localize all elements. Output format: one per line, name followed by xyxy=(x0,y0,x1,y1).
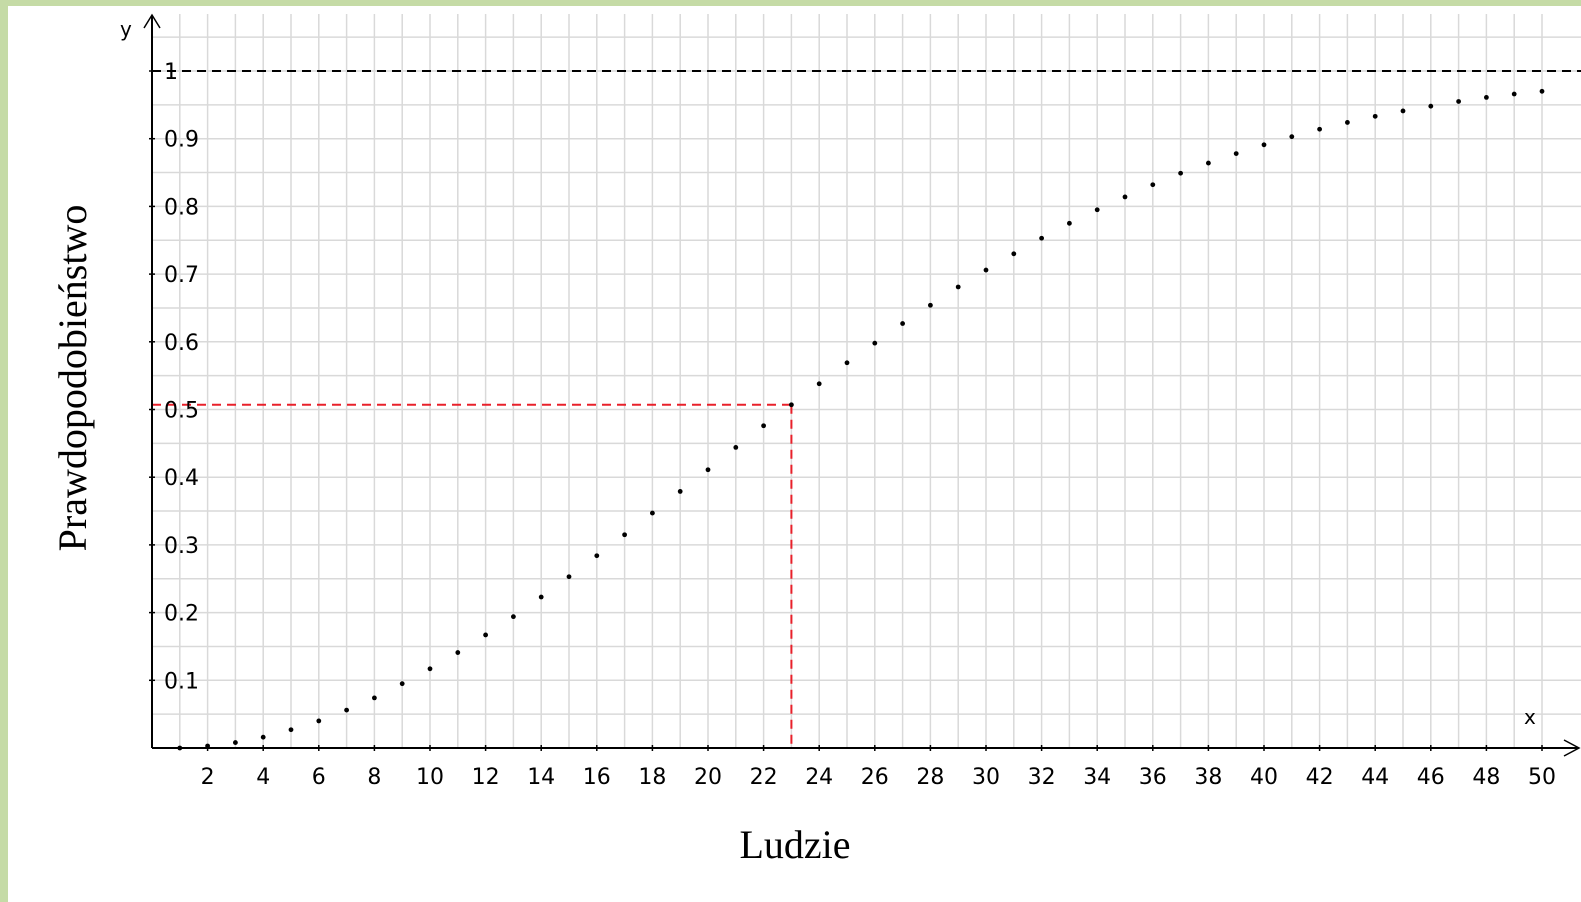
data-point xyxy=(1039,235,1044,241)
data-point xyxy=(983,267,989,273)
x-axis-arrow xyxy=(1563,739,1581,757)
x-tick-label: 28 xyxy=(916,765,944,790)
data-point xyxy=(677,489,683,494)
y-tick-label: 0.4 xyxy=(164,466,199,491)
data-point xyxy=(1372,113,1378,119)
y-tick-label: 0.6 xyxy=(164,331,199,356)
data-point xyxy=(761,423,766,429)
y-tick-label: 0.5 xyxy=(164,399,199,424)
data-point xyxy=(427,666,433,672)
axes xyxy=(143,13,1581,757)
x-tick-label: 40 xyxy=(1250,765,1278,790)
x-tick-label: 22 xyxy=(750,765,778,790)
data-point xyxy=(1206,160,1211,166)
data-point xyxy=(1067,220,1072,226)
data-point xyxy=(399,681,405,687)
data-point xyxy=(372,695,377,701)
x-tick-label: 2 xyxy=(201,765,215,790)
data-point xyxy=(538,594,544,600)
probability-chart: 2 4 6 8 10 12 14 16 18 20 22 24 26 28 30 32 34 36 38 40 42 44… xyxy=(50,13,1581,867)
x-tick-label: 26 xyxy=(861,765,889,790)
data-point xyxy=(872,340,878,346)
y-tick-label: 0.7 xyxy=(164,263,199,288)
x-axis-letter: x xyxy=(1524,705,1536,729)
data-point xyxy=(1094,207,1100,213)
data-point xyxy=(455,650,461,655)
x-tick-label: 20 xyxy=(694,765,722,790)
data-point xyxy=(1150,182,1156,188)
y-tick-label: 0.9 xyxy=(164,128,199,153)
data-point xyxy=(928,302,933,308)
data-point xyxy=(1178,170,1183,176)
data-point xyxy=(1456,99,1461,104)
data-point xyxy=(594,553,600,559)
data-point xyxy=(622,532,627,538)
data-point xyxy=(233,740,238,745)
x-tick-label: 42 xyxy=(1306,765,1334,790)
x-tick-label: 36 xyxy=(1139,765,1167,790)
data-point xyxy=(650,510,655,516)
data-point xyxy=(1233,151,1239,156)
data-point xyxy=(1317,126,1322,132)
x-tick-label: 38 xyxy=(1194,765,1222,790)
data-point xyxy=(1261,142,1267,148)
data-point xyxy=(511,614,516,620)
data-point xyxy=(816,381,822,387)
data-point xyxy=(260,734,266,740)
x-tick-label: 18 xyxy=(638,765,666,790)
data-point xyxy=(844,360,850,366)
y-axis-letter: y xyxy=(120,17,132,41)
data-point xyxy=(344,707,349,713)
x-tick-label: 30 xyxy=(972,765,1000,790)
x-tick-label: 46 xyxy=(1417,765,1445,790)
y-tick-label: 1 xyxy=(164,60,178,85)
y-axis-title: Prawdopodobieństwo xyxy=(50,205,95,552)
data-point xyxy=(1345,120,1350,125)
data-point xyxy=(566,574,572,580)
data-point xyxy=(1400,108,1406,114)
data-point xyxy=(705,467,711,473)
x-tick-label: 8 xyxy=(367,765,381,790)
data-point xyxy=(900,321,905,326)
data-point xyxy=(733,445,739,450)
x-tick-label: 24 xyxy=(805,765,833,790)
data-point xyxy=(1428,103,1434,109)
y-axis-arrow xyxy=(143,13,161,29)
data-points xyxy=(177,88,1545,751)
x-tick-label: 6 xyxy=(312,765,326,790)
x-tick-label: 14 xyxy=(527,765,555,790)
grid xyxy=(152,14,1581,748)
x-tick-labels: 2 4 6 8 10 12 14 16 18 20 22 24 26 28 30 32 34 36 38 40 42 44… xyxy=(201,765,1556,790)
data-point xyxy=(955,284,961,290)
data-point xyxy=(1484,95,1489,100)
y-tick-label: 0.8 xyxy=(164,195,199,220)
x-tick-label: 48 xyxy=(1472,765,1500,790)
data-point xyxy=(288,727,294,733)
x-tick-label: 12 xyxy=(472,765,500,790)
y-tick-labels: 0.1 0.2 0.3 0.4 0.5 0.6 0.7 0.8 0.9 1 xyxy=(164,60,199,694)
data-point xyxy=(177,745,183,751)
x-tick-label: 34 xyxy=(1083,765,1111,790)
data-point xyxy=(1289,134,1295,140)
x-tick-label: 50 xyxy=(1528,765,1556,790)
x-tick-label: 10 xyxy=(416,765,444,790)
chart-frame: 2 4 6 8 10 12 14 16 18 20 22 24 26 28 30 32 34 36 38 40 42 44… xyxy=(8,6,1581,902)
data-point xyxy=(789,402,794,408)
data-point xyxy=(1122,194,1128,200)
highlight-group xyxy=(152,403,793,748)
data-point xyxy=(1539,88,1545,94)
data-point xyxy=(1011,251,1017,257)
data-point xyxy=(1511,91,1517,97)
y-tick-label: 0.2 xyxy=(164,602,199,627)
x-tick-label: 32 xyxy=(1028,765,1056,790)
data-point xyxy=(316,718,322,724)
x-tick-label: 44 xyxy=(1361,765,1389,790)
x-axis-title: Ludzie xyxy=(739,822,850,867)
y-tick-label: 0.3 xyxy=(164,534,199,559)
data-point xyxy=(205,743,211,749)
data-point xyxy=(483,632,488,638)
x-tick-label: 4 xyxy=(256,765,270,790)
y-tick-label: 0.1 xyxy=(164,669,199,694)
x-tick-label: 16 xyxy=(583,765,611,790)
